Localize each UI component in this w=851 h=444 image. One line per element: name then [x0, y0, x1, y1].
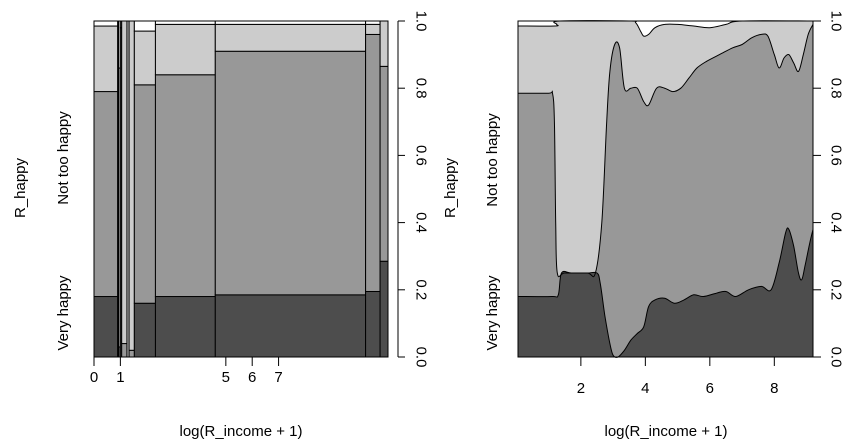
spinogram-bar-9-segment-1 [214, 50, 367, 296]
cd-plot-x-axis: 2 4 6 8 [577, 357, 778, 397]
spinogram-x-tick-label-1: 1 [116, 369, 124, 386]
cd-plot-category-label-not-too-happy: Not too happy [484, 113, 501, 207]
cd-area-pretty-happy [518, 24, 813, 358]
spinogram-y-tick-label-5: 1.0 [413, 11, 430, 32]
spinogram-category-label-very-happy: Very happy [55, 275, 72, 351]
spinogram-bar-10-segment-2 [365, 23, 381, 35]
spinogram-bar-8-segment-0 [154, 296, 216, 358]
spinogram-bar-0-segment-0 [93, 296, 119, 358]
spinogram-y-tick-label-0: 0.0 [413, 347, 430, 368]
spinogram-bar-8-segment-3 [154, 20, 216, 25]
spinogram-y-tick-label-2: 0.4 [413, 212, 430, 233]
cd-plot-x-tick-label-0: 2 [577, 380, 585, 397]
cd-plot-frame [517, 20, 814, 358]
cd-plot-y-tick-label-5: 1.0 [828, 11, 845, 32]
spinogram-bar-0-segment-1 [93, 91, 119, 298]
spinogram-bar-11-segment-0 [379, 260, 389, 358]
cd-plot-y-tick-label-0: 0.0 [828, 347, 845, 368]
cd-plot-x-tick-label-3: 8 [770, 380, 778, 397]
cd-area-very-happy [518, 227, 813, 358]
spinogram-bars [93, 20, 389, 358]
spinogram-y-tick-label-3: 0.6 [413, 145, 430, 166]
spinogram-x-tick-label-3: 6 [248, 369, 256, 386]
spinogram-x-tick-label-4: 7 [274, 369, 282, 386]
spinogram-bar-6-segment-2 [128, 20, 135, 351]
spinogram-bar-9-segment-2 [214, 23, 367, 52]
spinogram-bar-7-segment-0 [133, 302, 156, 358]
spinogram-bar-8-segment-2 [154, 23, 216, 76]
cd-plot-panel: 2 4 6 8 0.0 0.2 0.4 0.6 0.8 1.0 Very happy Not t… [484, 11, 845, 440]
spinogram-right-y-axis: 0.0 0.2 0.4 0.6 0.8 1.0 [397, 11, 430, 368]
spinogram-x-tick-label-2: 5 [222, 369, 230, 386]
spinogram-bar-4-segment-2 [121, 20, 128, 345]
spinogram-bar-10-segment-3 [365, 20, 381, 25]
cd-plot-x-tick-label-2: 6 [706, 380, 714, 397]
spinogram-bar-0-segment-3 [93, 20, 119, 27]
spinogram-bar-11-segment-2 [379, 20, 389, 67]
spinogram-bar-11-segment-1 [379, 65, 389, 262]
cd-plot-y-tick-label-3: 0.6 [828, 145, 845, 166]
spinogram-bar-7-segment-2 [133, 30, 156, 86]
spinogram-bar-9-segment-0 [214, 294, 367, 358]
cd-area-very-happy-boundary [517, 227, 814, 358]
spinogram-y-tick-label-1: 0.2 [413, 279, 430, 300]
spinogram-bar-4-segment-1 [121, 343, 128, 358]
spinogram-x-tick-label-0: 0 [90, 369, 98, 386]
spinogram-bar-8-segment-1 [154, 74, 216, 298]
cd-plot-y-tick-label-2: 0.4 [828, 212, 845, 233]
cd-plot-category-label-very-happy: Very happy [484, 275, 501, 351]
cd-area-not-too-happy-boundary [517, 20, 814, 37]
spinogram-left-y-title: R_happy [12, 157, 29, 218]
spinogram-bar-10-segment-0 [365, 290, 381, 358]
spinogram-bar-7-segment-3 [133, 20, 156, 32]
cd-plot-y-tick-label-1: 0.2 [828, 279, 845, 300]
cd-plot-y-tick-label-4: 0.8 [828, 78, 845, 99]
spinogram-bar-6-segment-1 [128, 349, 135, 358]
spinogram-bar-0-segment-2 [93, 25, 119, 93]
cd-plot-x-title: log(R_income + 1) [605, 423, 728, 440]
spinogram-x-title: log(R_income + 1) [180, 423, 303, 440]
spinogram-y-tick-label-4: 0.8 [413, 78, 430, 99]
spinogram-bar-10-segment-1 [365, 33, 381, 292]
spinogram-bar-7-segment-1 [133, 84, 156, 304]
spinogram-panel: 0 1 5 6 7 0.0 0.2 0.4 0.6 0.8 1.0 R_happy Very ha… [12, 11, 459, 440]
cd-plot-areas [517, 20, 814, 358]
spinogram-category-label-not-too-happy: Not too happy [55, 111, 72, 205]
spinogram-x-axis: 0 1 5 6 7 [90, 357, 283, 386]
cd-plot-x-tick-label-1: 4 [641, 380, 649, 397]
cd-plot-right-y-axis: 0.0 0.2 0.4 0.6 0.8 1.0 [813, 11, 845, 368]
spinogram-right-y-title: R_happy [442, 157, 459, 218]
spinogram-bar-9-segment-3 [214, 20, 367, 25]
